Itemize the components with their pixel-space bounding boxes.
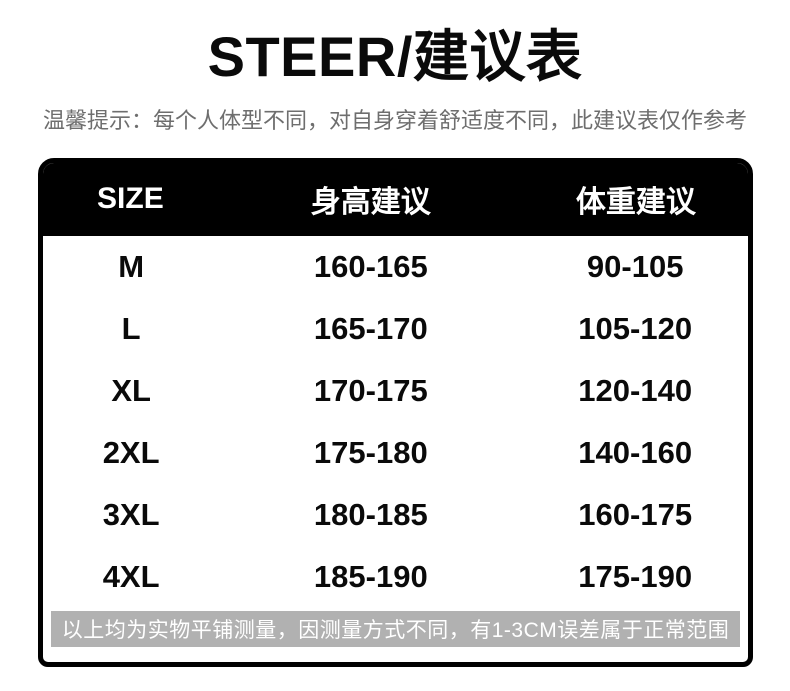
weight-cell: 175-190	[578, 559, 693, 594]
header-cell-size: SIZE	[97, 182, 164, 215]
table-row: M 160-165 90-105	[43, 236, 748, 298]
header-cell-weight: 体重建议	[575, 186, 696, 219]
size-cell: 3XL	[102, 497, 160, 532]
weight-cell: 105-120	[578, 311, 693, 346]
height-cell: 185-190	[313, 559, 428, 594]
weight-cell: 120-140	[578, 373, 693, 408]
height-cell: 170-175	[313, 373, 428, 408]
weight-cell: 90-105	[586, 249, 684, 284]
height-cell: 165-170	[313, 311, 428, 346]
height-cell: 180-185	[313, 497, 428, 532]
size-cell: M	[118, 249, 145, 284]
size-cell: 2XL	[102, 435, 160, 470]
table-footnote: 以上均为实物平铺测量，因测量方式不同，有1-3CM误差属于正常范围	[51, 611, 740, 647]
size-table: SIZE 身高建议 体重建议 M 160-165 90-105 L 165-17…	[38, 158, 753, 667]
size-cell: L	[121, 311, 141, 346]
header-cell-height: 身高建议	[310, 186, 431, 219]
size-table-body: M 160-165 90-105 L 165-170 105-120 XL 17…	[43, 236, 748, 608]
page-subtitle: 温馨提示：每个人体型不同，对自身穿着舒适度不同，此建议表仅作参考	[42, 108, 747, 133]
table-row: L 165-170 105-120	[43, 298, 748, 360]
height-cell: 160-165	[313, 249, 428, 284]
size-table-header: SIZE 身高建议 体重建议	[43, 163, 748, 236]
table-row: 3XL 180-185 160-175	[43, 484, 748, 546]
table-row: XL 170-175 120-140	[43, 360, 748, 422]
table-row: 2XL 175-180 140-160	[43, 422, 748, 484]
page-title: STEER/建议表	[207, 25, 583, 88]
weight-cell: 160-175	[578, 497, 693, 532]
size-cell: 4XL	[102, 559, 160, 594]
table-row: 4XL 185-190 175-190	[43, 546, 748, 608]
size-cell: XL	[111, 373, 151, 408]
weight-cell: 140-160	[578, 435, 693, 470]
height-cell: 175-180	[313, 435, 428, 470]
